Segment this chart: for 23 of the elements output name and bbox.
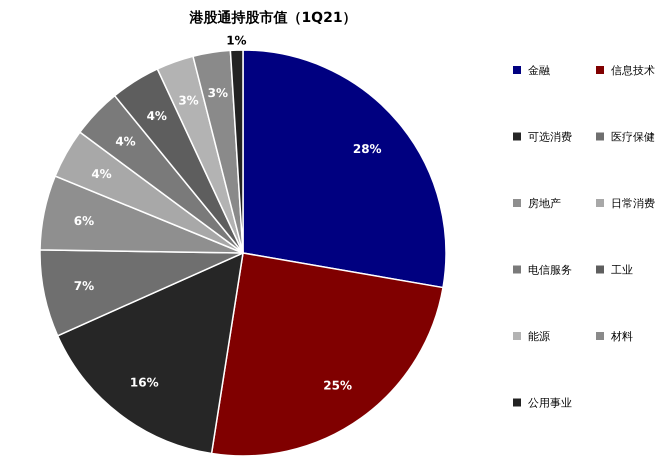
data-label: 6% bbox=[74, 214, 94, 228]
data-label: 4% bbox=[146, 108, 167, 123]
data-label: 1% bbox=[226, 34, 247, 48]
data-label: 4% bbox=[115, 134, 136, 148]
data-label: 16% bbox=[130, 375, 159, 390]
data-label: 7% bbox=[74, 279, 94, 294]
legend-label: 可选消费 bbox=[528, 130, 572, 144]
data-label: 3% bbox=[178, 94, 199, 108]
legend-label: 房地产 bbox=[528, 197, 561, 210]
legend-label: 医疗保健 bbox=[611, 130, 655, 144]
data-label: 25% bbox=[323, 378, 352, 392]
data-label: 28% bbox=[352, 142, 382, 156]
legend-label: 能源 bbox=[528, 330, 550, 343]
legend-label: 电信服务 bbox=[528, 264, 572, 276]
legend-label: 公用事业 bbox=[528, 396, 572, 410]
legend-label: 金融 bbox=[528, 64, 550, 77]
data-label: 4% bbox=[91, 166, 112, 181]
legend-label: 信息技术 bbox=[611, 64, 655, 77]
legend-label: 日常消费 bbox=[611, 197, 655, 210]
chart-title: 港股通持股市值（1Q21） bbox=[188, 9, 357, 26]
legend-label: 工业 bbox=[611, 264, 633, 276]
legend-label: 材料 bbox=[610, 330, 633, 343]
data-label: 3% bbox=[208, 86, 228, 100]
